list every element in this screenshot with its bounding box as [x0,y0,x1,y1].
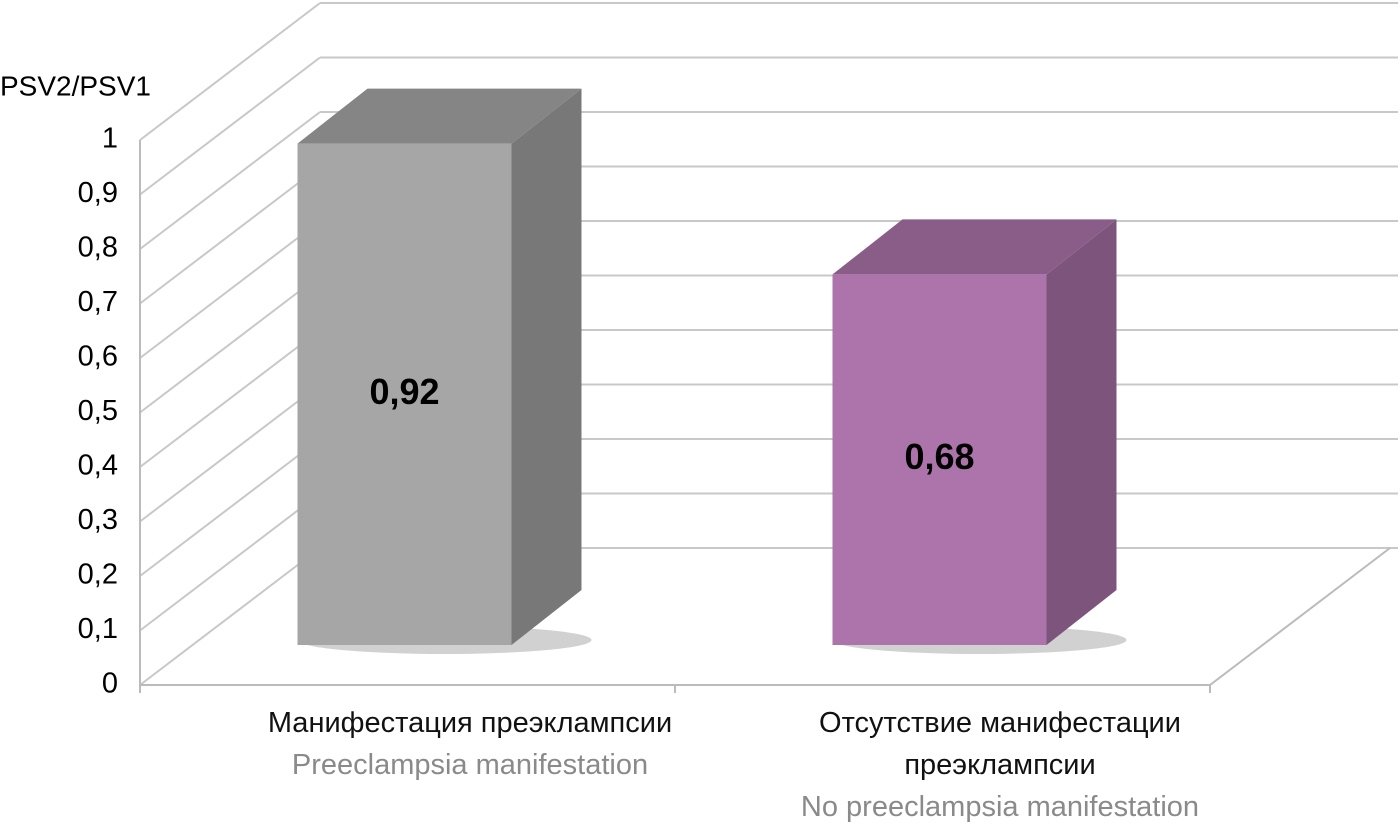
bar [832,274,1047,645]
data-label: 0,68 [904,436,974,477]
y-tick-label: 0,5 [78,395,118,427]
bar-top [297,88,582,144]
grid-line [139,165,321,305]
bar [297,143,512,645]
grid-line [139,547,321,686]
y-tick-label: 0,4 [78,450,118,482]
y-tick-label: 0,7 [78,286,118,318]
y-axis-label: PSV2/PSV1 [0,70,151,101]
grid-line [139,220,321,359]
y-tick-label: 0,3 [78,504,118,536]
bar-top [832,219,1117,275]
grid-line [139,2,321,141]
grid-line [139,438,321,577]
y-tick-label: 0,8 [78,232,118,264]
grid-line [139,329,321,468]
y-tick-label: 0,2 [78,559,118,591]
grid-line [139,111,321,250]
y-tick-label: 0,9 [78,177,118,209]
grid-line [139,492,321,632]
y-tick-label: 0,6 [78,341,118,373]
y-tick-label: 0 [102,668,118,700]
bar-side [511,88,582,646]
grid-line [139,383,321,523]
y-tick-label: 0,1 [78,613,118,645]
bar-side [1046,219,1117,645]
grid-line [139,274,321,414]
floor-edge [1209,547,1391,686]
category-ru: Манифестация преэклампсии [267,707,673,739]
data-label: 0,92 [369,371,439,412]
x-tick-label: Отсутствие манифестации преэклампсии No p… [780,702,1220,826]
grid-line [139,56,321,196]
category-ru: Отсутствие манифестации преэклампсии [819,707,1181,781]
category-en: Preeclampsia manifestation [291,749,649,781]
x-tick-label: Манифестация преэклампсии Preeclampsia ma… [250,702,690,786]
y-tick-label: 1 [102,123,118,155]
category-en: No preeclampsia manifestation [800,791,1200,823]
